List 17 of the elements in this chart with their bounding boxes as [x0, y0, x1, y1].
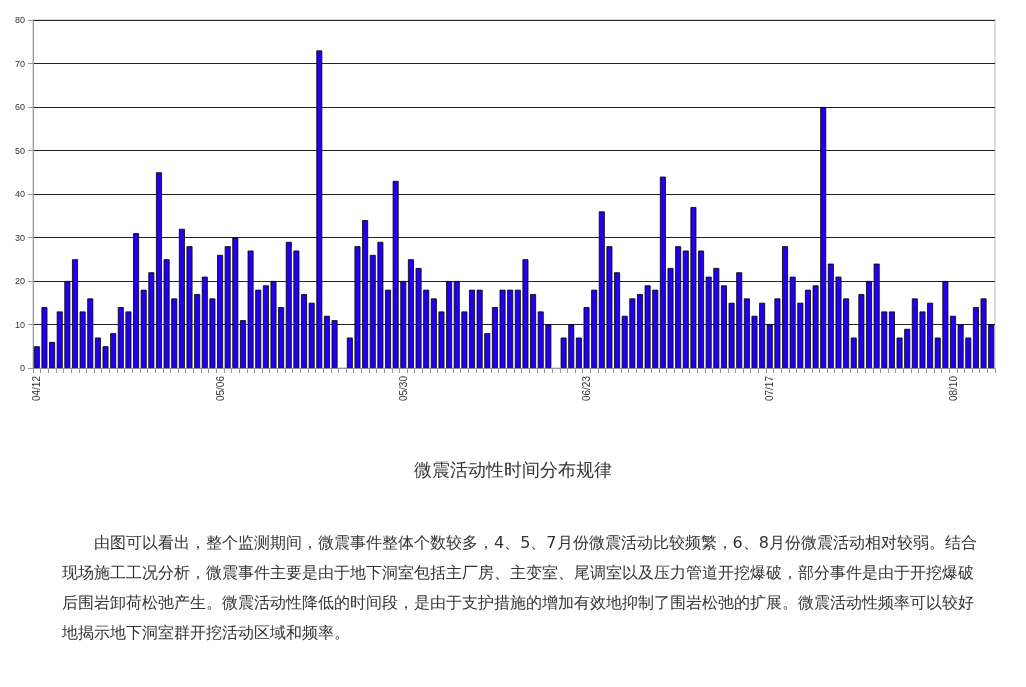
y-tick-label: 10 — [14, 319, 25, 330]
y-tick-label: 0 — [19, 363, 25, 373]
y-tick-label: 50 — [14, 145, 25, 156]
y-tick-label: 40 — [14, 189, 25, 199]
text: 微震活动性时间分布规律 — [413, 458, 613, 482]
y-tick-label: 20 — [14, 276, 25, 286]
x-tick-label: 08/10 — [947, 375, 959, 402]
y-tick-label: 70 — [14, 58, 25, 69]
x-tick-label: 07/17 — [764, 375, 776, 402]
y-tick-label: 80 — [14, 15, 25, 25]
text: 由图可以看出，整个监测期间，微震事件整体个数较多，4、5、7月份微震活动比较频繁，6、8月份微震活动相对较弱。结合现场施工工况分析，微震事件主要是由于地下洞室包括主厂房、主变室、尾调室以及压力管道开挖爆破，部分事件是由于开挖爆破后围岩卸荷松弛产生。微震活动性降低的时间段，是由于支护措施的增加有效地抑制了围岩松弛的扩展。微震活动性频率可以较好地揭示地下洞室群开挖活动区域和频率。 — [62, 532, 977, 644]
x-tick-label: 05/30 — [397, 375, 409, 402]
x-tick-label: 06/23 — [581, 375, 593, 402]
y-tick-label: 30 — [14, 232, 25, 243]
x-tick-label: 05/06 — [214, 375, 226, 402]
x-tick-label: 04/12 — [31, 375, 43, 402]
y-tick-label: 60 — [14, 102, 25, 112]
